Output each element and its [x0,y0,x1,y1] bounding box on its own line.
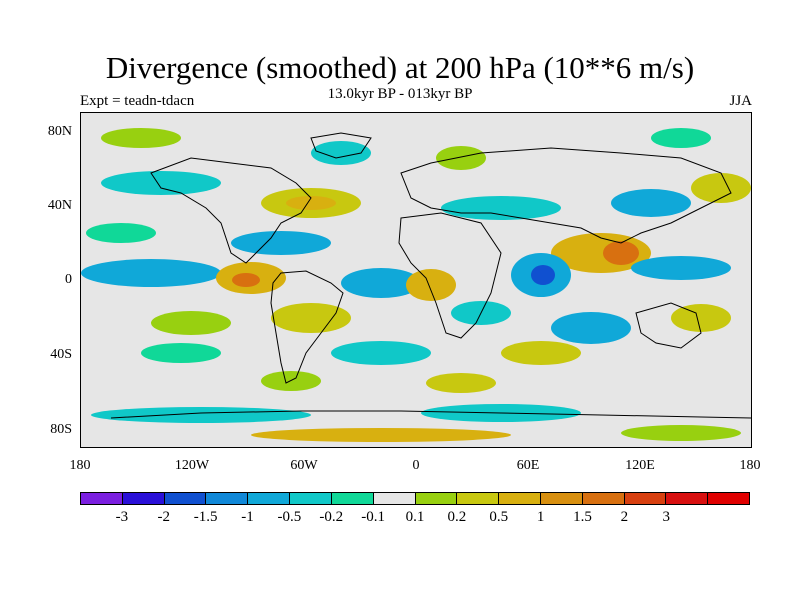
field-blob [426,373,496,393]
colorbar-swatch [248,493,291,504]
antarctica-coast [110,410,751,419]
field-blob [151,311,231,335]
field-blob [311,141,371,165]
experiment-label: Expt = teadn-tdacn [80,93,195,109]
colorbar-swatch [540,493,583,504]
field-blob [341,268,421,298]
season-label: JJA [729,93,752,109]
colorbar [80,492,750,505]
field-blob [651,128,711,148]
field-blob [621,425,741,441]
south-america-coast [270,270,344,384]
lat-label: 0 [65,272,72,287]
field-blob [86,223,156,243]
field-blob [406,269,456,301]
chart-title: Divergence (smoothed) at 200 hPa (10**6 … [105,50,695,85]
field-blob [441,196,561,220]
colorbar-label: 1.5 [573,509,592,525]
colorbar-label: -1.5 [193,509,218,525]
lat-label: 80S [50,422,72,437]
colorbar-swatch [582,493,625,504]
colorbar-swatch [164,493,207,504]
colorbar-swatch [708,493,749,504]
divergence-fields [81,128,751,442]
colorbar-swatch [290,493,332,504]
colorbar-label: -2 [157,509,171,525]
colorbar-swatch [81,493,123,504]
lon-label: 60W [290,458,318,473]
colorbar-swatch [122,493,165,504]
colorbar-swatch [331,493,374,504]
lon-label: 180 [69,458,91,473]
lon-label: 180 [739,458,761,473]
divergence-map [80,112,752,448]
lon-label: 120E [625,458,655,473]
eurasia-coast [400,147,732,244]
north-america-coast [150,157,312,264]
field-blob [81,259,221,287]
field-blob [551,312,631,344]
field-blob [603,241,639,265]
field-blob [91,407,311,423]
colorbar-label: 0.5 [489,509,509,525]
australia-coast [635,302,702,349]
colorbar-swatch [457,493,500,504]
field-blob [631,256,731,280]
greenland-coast [310,132,372,159]
colorbar-label: 3 [662,509,671,525]
colorbar-label: 0.2 [447,509,467,525]
field-blob [271,303,351,333]
map-svg [81,113,751,447]
field-blob [141,343,221,363]
field-blob [436,146,486,170]
colorbar-label: 1 [536,509,545,525]
colorbar-swatch [415,493,458,504]
colorbar-label: 2 [620,509,629,525]
colorbar-swatch [373,493,416,504]
field-blob [251,428,511,442]
field-blob [232,273,260,287]
colorbar-label: -0.2 [319,509,344,525]
field-blob [501,341,581,365]
colorbar-swatch [624,493,667,504]
field-blob [531,265,555,285]
africa-coast [398,212,502,339]
field-blob [691,173,751,203]
field-blob [286,196,336,210]
lat-label: 40N [47,198,72,213]
colorbar-label: 0.1 [405,509,425,525]
colorbar-swatch [666,493,709,504]
field-blob [671,304,731,332]
lon-label: 120W [174,458,210,473]
colorbar-label: -0.1 [361,509,385,525]
lon-label: 0 [412,458,420,473]
lat-label: 80N [47,124,72,139]
colorbar-swatch [206,493,249,504]
colorbar-swatch [499,493,541,504]
colorbar-label: -0.5 [277,509,302,525]
lat-label: 40S [50,347,72,362]
field-blob [101,128,181,148]
lon-label: 60E [516,458,540,473]
chart-subtitle: 13.0kyr BP - 013kyr BP [327,86,473,102]
field-blob [331,341,431,365]
field-blob [231,231,331,255]
field-blob [101,171,221,195]
field-blob [611,189,691,217]
colorbar-label: -3 [115,509,129,525]
coastlines [110,132,751,419]
colorbar-label: -1 [241,509,254,525]
